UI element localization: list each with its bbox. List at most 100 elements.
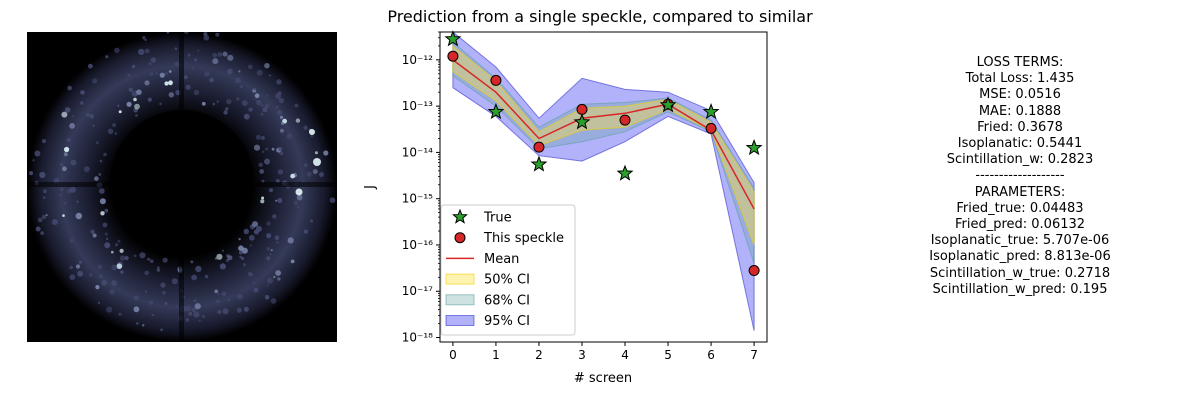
speckle-dot [258, 162, 263, 167]
speckle-dot [64, 202, 67, 205]
speckle-dot [136, 322, 139, 325]
speckle-dot [261, 150, 265, 153]
speckle-dot [120, 270, 124, 274]
speckle-dot [254, 97, 257, 100]
speckle-dot [174, 47, 178, 50]
speckle-dot [134, 295, 139, 300]
speckle-dot [104, 208, 109, 213]
speckle-dot [106, 306, 113, 313]
speckle-dot [142, 324, 145, 327]
speckle-dot [253, 229, 260, 235]
speckle-point [533, 141, 545, 153]
loss-term-line: Scintillation_w_true: 0.2718 [929, 265, 1111, 281]
speckle-dot [131, 64, 136, 69]
speckle-dot [286, 133, 293, 139]
legend-swatch-68-ci [445, 294, 475, 306]
speckle-dot [80, 90, 85, 95]
speckle-dot [134, 103, 140, 110]
speckle-dot [266, 256, 271, 261]
speckle-dot [63, 152, 68, 157]
speckle-dot [89, 273, 93, 277]
speckle-point [748, 265, 760, 277]
speckle-dot [77, 270, 84, 277]
speckle-dot [117, 104, 120, 108]
speckle-point [619, 114, 631, 126]
speckle-dot [236, 97, 240, 101]
speckle-dot [128, 87, 133, 92]
speckle-dot [149, 300, 154, 305]
speckle-image [27, 28, 337, 342]
speckle-dot [174, 61, 180, 67]
speckle-dot [29, 171, 34, 176]
band-68-ci [452, 41, 755, 264]
speckle-dot [111, 280, 117, 286]
speckle-dot [225, 107, 229, 111]
speckle-dot [151, 313, 154, 317]
speckle-dot [221, 249, 225, 252]
x-tick-label: 5 [664, 348, 672, 362]
legend-swatch-50-ci [445, 273, 475, 285]
speckle-dot [61, 111, 68, 118]
speckle-dot [212, 58, 219, 65]
speckle-dot [103, 152, 107, 157]
speckle-dot [215, 32, 220, 37]
speckle-dot [190, 260, 194, 264]
speckle-dot [66, 138, 71, 142]
speckle-dot [168, 80, 173, 86]
speckle-dot [193, 89, 200, 96]
speckle-dot [273, 275, 276, 279]
speckle-dot [264, 294, 270, 300]
speckle-dot [156, 266, 160, 270]
speckle-dot [69, 274, 76, 281]
speckle-dot [133, 254, 137, 258]
speckle-dot [193, 299, 197, 303]
loss-term-line: Fried_pred: 0.06132 [954, 217, 1086, 233]
speckle-dot [105, 55, 109, 59]
speckle-dot [191, 274, 198, 281]
speckle-dot [248, 107, 253, 112]
speckle-dot [261, 196, 265, 200]
speckle-bright-spot [309, 129, 315, 135]
speckle-dot [266, 246, 271, 251]
speckle-dot [83, 166, 90, 173]
speckle-dot [193, 58, 198, 62]
true-point [659, 96, 677, 113]
band-50-ci [452, 44, 755, 246]
chart-title: Prediction from a single speckle, compar… [387, 7, 813, 26]
speckle-dot [275, 106, 279, 109]
speckle-dot [136, 89, 142, 95]
y-tick-label: 10⁻¹⁴ [402, 145, 433, 159]
speckle-dot [212, 52, 217, 58]
speckle-dot [76, 200, 79, 203]
speckle-dot [310, 219, 313, 223]
speckle-dot [209, 77, 214, 83]
speckle-dot [59, 162, 64, 167]
speckle-dot [277, 198, 283, 203]
speckle-dot [90, 229, 95, 234]
speckle-dot [95, 285, 100, 290]
speckle-dot [109, 288, 115, 295]
speckle-dot [276, 109, 283, 116]
speckle-dot [100, 211, 105, 216]
legend-label: True [483, 211, 512, 226]
speckle-dot [238, 70, 241, 73]
speckle-dot [150, 57, 157, 63]
y-tick-label: 10⁻¹² [402, 53, 433, 67]
speckle-dot [216, 253, 223, 260]
mean-line [452, 59, 755, 210]
band-95-ci [452, 30, 755, 331]
speckle-dot [312, 169, 318, 175]
speckle-dot [212, 102, 216, 106]
speckle-dot [168, 92, 174, 98]
speckle-dot [202, 315, 205, 318]
speckle-dot [69, 186, 76, 193]
legend-label: 68% CI [484, 293, 530, 308]
speckle-dot [296, 194, 303, 201]
speckle-dot [37, 217, 43, 223]
speckle-dot [119, 255, 126, 261]
speckle-dot [193, 311, 200, 318]
speckle-dot [235, 77, 241, 84]
speckle-dot [255, 134, 261, 140]
speckle-dot [236, 307, 242, 313]
speckle-dot [239, 255, 242, 259]
